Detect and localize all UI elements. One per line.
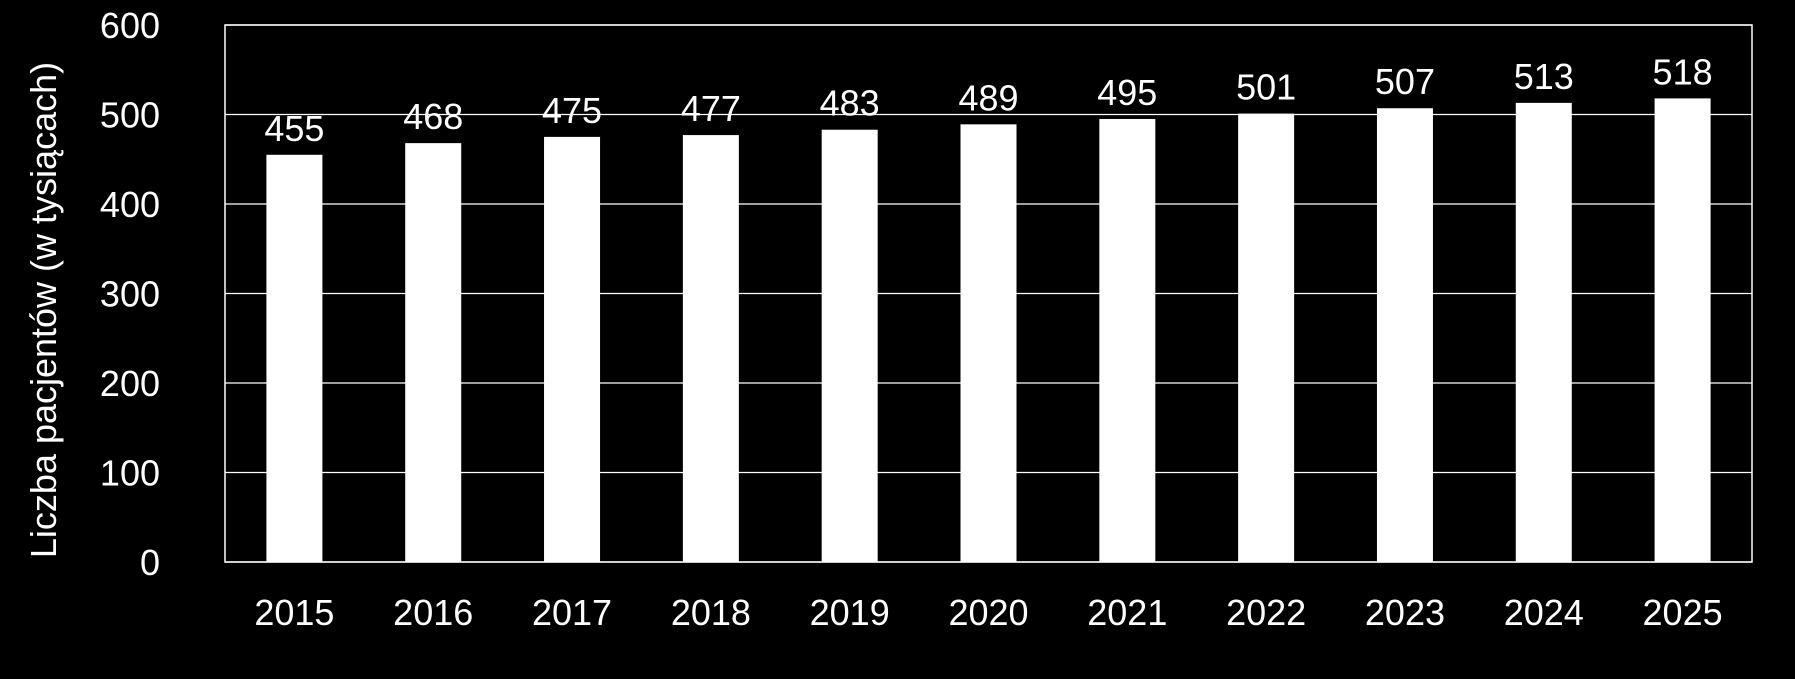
bar-2022: [1238, 113, 1295, 562]
y-tick-label: 100: [100, 453, 160, 494]
bar-2023: [1376, 108, 1433, 563]
bars: [266, 98, 1711, 563]
bar-2020: [960, 124, 1017, 562]
x-tick-label: 2016: [393, 592, 473, 633]
bar-2017: [544, 136, 601, 562]
y-axis-title: Liczba pacjentów (w tysiącach): [23, 62, 64, 558]
x-tick-label: 2018: [671, 592, 751, 633]
data-label: 489: [958, 77, 1018, 118]
bar-2021: [1099, 118, 1156, 562]
bar-2019: [821, 129, 878, 562]
plot-area-frame: [224, 24, 1753, 563]
data-label: 483: [820, 83, 880, 124]
x-tick-label: 2015: [254, 592, 334, 633]
x-tick-label: 2017: [532, 592, 612, 633]
y-tick-label: 0: [140, 542, 160, 583]
x-axis-ticks: 2015 2016 2017 2018 2019 2020 2021 2022 2023 2024…: [254, 592, 1722, 633]
x-tick-label: 2023: [1365, 592, 1445, 633]
bar-2024: [1515, 102, 1572, 563]
bar-2016: [405, 143, 462, 562]
y-axis-ticks: 0 100 200 300 400 500 600: [100, 5, 160, 583]
data-label: 495: [1097, 72, 1157, 113]
x-tick-label: 2024: [1504, 592, 1584, 633]
data-label: 513: [1514, 56, 1574, 97]
data-label: 507: [1375, 61, 1435, 102]
x-tick-label: 2019: [810, 592, 890, 633]
x-tick-label: 2022: [1226, 592, 1306, 633]
bar-2018: [682, 135, 739, 562]
bar-2025: [1654, 98, 1711, 562]
bar-2015: [266, 154, 323, 562]
x-tick-label: 2021: [1087, 592, 1167, 633]
data-label: 501: [1236, 67, 1296, 108]
x-tick-label: 2020: [948, 592, 1028, 633]
data-labels: 455 468 475 477 483 489 495 501 507 513 518: [264, 51, 1712, 148]
y-tick-label: 300: [100, 274, 160, 315]
y-tick-label: 600: [100, 5, 160, 46]
data-label: 455: [264, 108, 324, 149]
y-tick-label: 200: [100, 363, 160, 404]
data-label: 477: [681, 88, 741, 129]
x-tick-label: 2025: [1643, 592, 1723, 633]
y-tick-label: 500: [100, 95, 160, 136]
data-label: 518: [1653, 51, 1713, 92]
data-label: 475: [542, 90, 602, 131]
y-tick-label: 400: [100, 184, 160, 225]
data-label: 468: [403, 96, 463, 137]
